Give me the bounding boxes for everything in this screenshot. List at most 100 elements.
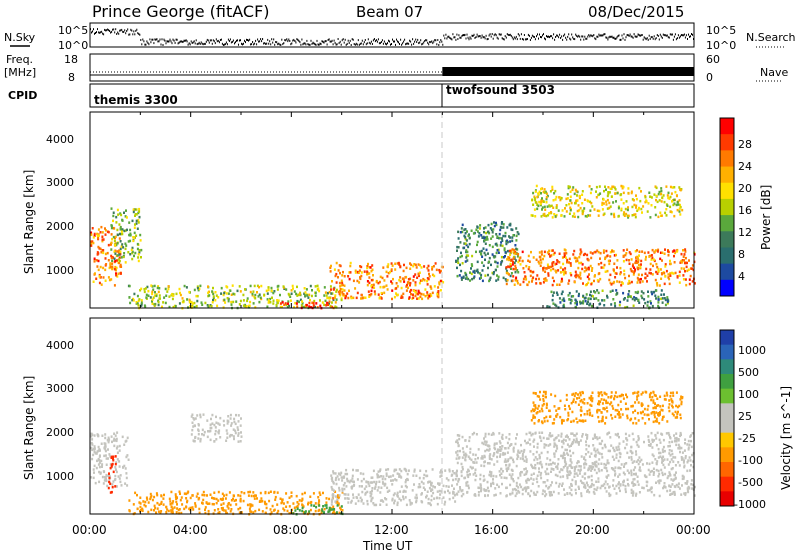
power-cell: [348, 277, 351, 281]
velocity-cell: [669, 395, 672, 398]
power-cell: [110, 226, 113, 230]
power-cell: [368, 295, 371, 298]
velocity-cell: [530, 434, 533, 437]
nsky-point: [489, 33, 491, 36]
power-cell: [683, 253, 686, 256]
power-cell: [308, 293, 311, 297]
power-cell: [113, 268, 116, 271]
velocity-cell: [124, 467, 127, 470]
power-cell: [570, 295, 573, 298]
power-cell: [678, 281, 681, 284]
power-cell: [496, 249, 499, 252]
velocity-cell: [585, 440, 587, 443]
power-cell: [93, 260, 96, 263]
power-cell: [99, 247, 102, 251]
velocity-cell: [511, 492, 514, 495]
power-cell: [579, 277, 582, 280]
velocity-cell: [309, 508, 312, 512]
velocity-cell: [488, 473, 491, 477]
power-cell: [254, 297, 257, 300]
power-cell: [132, 299, 135, 302]
power-cell: [303, 305, 306, 309]
velocity-cell: [156, 507, 159, 510]
power-cell: [688, 259, 690, 262]
power-cell: [389, 270, 392, 274]
velocity-cell: [534, 467, 537, 470]
velocity-cell: [547, 444, 550, 447]
power-cell: [674, 251, 677, 255]
power-cell: [214, 299, 217, 302]
velocity-cell: [484, 449, 487, 453]
velocity-cell: [567, 435, 569, 439]
power-cell: [568, 291, 571, 295]
velocity-cell: [108, 453, 111, 456]
velocity-cell: [553, 405, 556, 408]
power-cell: [641, 273, 643, 277]
velocity-cell: [199, 437, 202, 441]
power-cell: [207, 305, 210, 308]
power-cell: [484, 226, 487, 229]
velocity-cell: [375, 480, 378, 484]
power-cell: [650, 254, 653, 257]
velocity-cell: [585, 448, 588, 451]
power-cell: [688, 282, 691, 286]
nsky-point: [448, 35, 450, 38]
power-cell: [689, 274, 692, 278]
power-cell: [573, 215, 576, 218]
nsky-point: [511, 36, 513, 39]
nsky-point: [188, 42, 190, 45]
nsky-point: [334, 41, 336, 44]
power-cell: [360, 293, 363, 297]
velocity-cell: [496, 455, 499, 459]
power-cell: [216, 304, 219, 308]
power-cell: [614, 276, 617, 279]
velocity-cell: [194, 417, 197, 420]
nsky-point: [415, 38, 417, 41]
nsky-point: [506, 33, 508, 36]
nsky-point: [388, 39, 389, 42]
power-region-6: [505, 248, 696, 287]
velocity-cell: [377, 486, 380, 489]
velocity-cell: [603, 482, 606, 486]
velocity-cell: [421, 500, 424, 504]
velocity-cell: [110, 463, 113, 467]
velocity-cell: [517, 449, 520, 452]
power-cell: [419, 279, 422, 282]
velocity-cell: [398, 475, 401, 478]
nsky-point: [172, 38, 174, 41]
nsky-point: [680, 34, 682, 36]
power-cell: [324, 299, 327, 303]
power-cell: [547, 252, 550, 256]
velocity-cell: [392, 474, 395, 477]
nsky-point: [253, 43, 255, 46]
power-cell: [437, 290, 440, 293]
nsky-point: [648, 34, 650, 37]
velocity-cell: [471, 467, 473, 470]
nsky-point: [567, 35, 569, 38]
power-cell: [494, 243, 497, 246]
velocity-cell: [370, 499, 373, 503]
power-cell: [490, 263, 492, 267]
power-cell: [420, 279, 423, 282]
velocity-cell: [103, 479, 106, 482]
velocity-cell: [635, 472, 637, 476]
power-cell: [621, 282, 624, 285]
velocity-cell: [453, 472, 456, 475]
power-cell: [396, 293, 399, 297]
power-cell: [140, 287, 143, 291]
power-cell: [147, 289, 150, 293]
velocity-cell: [511, 473, 514, 476]
nsky-point: [507, 33, 509, 36]
velocity-cell: [583, 457, 585, 460]
velocity-cell: [668, 472, 671, 476]
velocity-cell: [91, 448, 94, 452]
velocity-cell: [583, 463, 585, 466]
velocity-cell: [584, 459, 587, 462]
power-cell: [224, 301, 227, 304]
nsky-point: [481, 34, 483, 37]
velocity-cell: [458, 434, 461, 437]
power-cell: [516, 255, 519, 258]
power-cell: [502, 256, 505, 259]
velocity-cell: [264, 491, 267, 495]
velocity-cell: [636, 480, 639, 483]
